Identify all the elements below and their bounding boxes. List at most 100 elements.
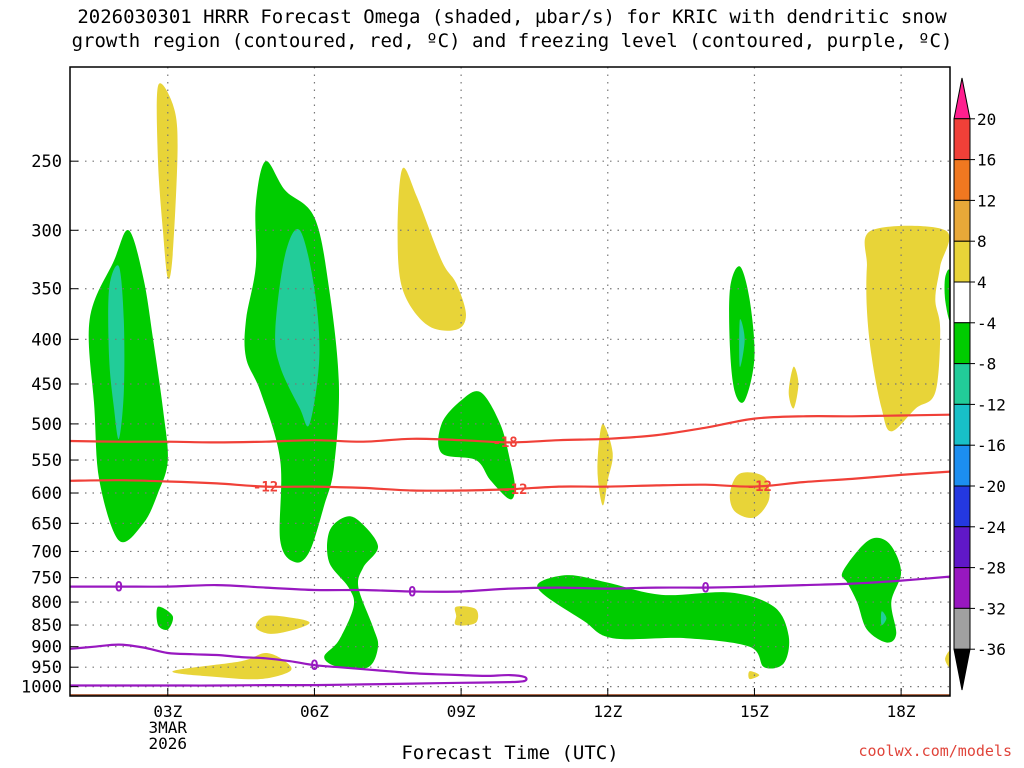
colorbar-label-9: -20 — [977, 477, 1006, 496]
y-tick-label-250: 250 — [31, 152, 62, 172]
colorbar-bin-8 — [953, 363, 971, 405]
colorbar-bin-9 — [953, 403, 971, 446]
omega-region-24 — [880, 611, 887, 626]
contour-label-2-2: -12 — [502, 482, 527, 498]
x-tick-label-15Z: 15Z — [740, 702, 769, 721]
ground-surface-strip — [70, 694, 950, 696]
omega-region-20 — [944, 269, 950, 321]
colorbar-label-6: -8 — [977, 355, 996, 374]
contour-label-3-1: 0 — [115, 580, 123, 596]
contour-label-1-1: -18 — [492, 435, 517, 451]
colorbar-bin-10 — [953, 444, 971, 487]
omega-region-11 — [945, 650, 950, 668]
omega-region-7 — [255, 615, 310, 634]
contour-line-1 — [70, 413, 950, 444]
y-tick-label-650: 650 — [31, 514, 62, 534]
colorbar-label-7: -12 — [977, 395, 1006, 414]
y-tick-label-500: 500 — [31, 415, 62, 435]
colorbar-label-10: -24 — [977, 518, 1006, 537]
colorbar-bin-15 — [953, 648, 971, 691]
y-tick-label-850: 850 — [31, 616, 62, 636]
omega-region-1 — [156, 83, 178, 280]
y-tick-label-550: 550 — [31, 451, 62, 471]
colorbar-bin-4 — [953, 199, 971, 242]
x-axis-label: Forecast Time (UTC) — [401, 742, 619, 764]
omega-region-14 — [324, 516, 379, 670]
colorbar-label-8: -16 — [977, 436, 1006, 455]
contour-label-4-1: 0 — [310, 658, 318, 674]
contour-line-layer — [70, 413, 950, 687]
contour-label-2-3: -12 — [747, 479, 772, 495]
omega-region-3 — [864, 225, 950, 432]
omega-region-10 — [748, 671, 760, 680]
y-tick-label-450: 450 — [31, 375, 62, 395]
contour-line-2 — [70, 470, 950, 492]
x-tick-sublabel-1: 2026 — [149, 734, 188, 753]
omega-region-19 — [156, 606, 174, 630]
x-tick-label-12Z: 12Z — [593, 702, 622, 721]
omega-region-9 — [172, 653, 292, 680]
gridline-layer — [70, 67, 950, 696]
y-tick-label-400: 400 — [31, 330, 62, 350]
source-credit: coolwx.com/models — [858, 742, 1012, 760]
colorbar-label-4: 4 — [977, 273, 987, 292]
contour-label-2-1: -12 — [253, 480, 278, 496]
colorbar-bin-3 — [953, 159, 971, 201]
plot-frame — [69, 66, 951, 697]
colorbar-label-11: -28 — [977, 559, 1006, 578]
colorbar-bin-13 — [953, 567, 971, 609]
colorbar-bin-14 — [953, 607, 971, 650]
omega-shading-layer — [70, 83, 950, 696]
omega-region-15 — [438, 391, 515, 500]
colorbar-label-13: -36 — [977, 640, 1006, 659]
x-tick-sublabel-0: 3MAR — [149, 718, 188, 737]
y-tick-label-350: 350 — [31, 280, 62, 300]
omega-region-5 — [788, 366, 799, 409]
omega-region-6 — [729, 472, 770, 519]
colorbar-bin-1 — [953, 77, 971, 120]
colorbar: 20 16 12 8 4 -4 -8 -12 -16 -20 -24 -28 -32 -36 — [953, 77, 1006, 691]
omega-region-18 — [841, 537, 902, 643]
contour-line-4 — [70, 643, 528, 687]
omega-region-8 — [454, 606, 479, 626]
colorbar-bin-5 — [953, 240, 971, 283]
colorbar-bin-7 — [953, 322, 971, 365]
omega-region-4 — [597, 423, 613, 506]
y-tick-label-900: 900 — [31, 638, 62, 658]
omega-region-21 — [108, 265, 125, 440]
x-tick-label-03Z: 03Z — [153, 702, 182, 721]
x-tick-label-09Z: 09Z — [447, 702, 476, 721]
x-tick-label-18Z: 18Z — [887, 702, 916, 721]
y-tick-label-1000: 1000 — [21, 678, 62, 698]
contour-label-3-3: 0 — [701, 581, 709, 597]
contour-label-3-2: 0 — [408, 584, 416, 600]
axis-layer: 2503003504004505005506006507007508008509… — [21, 152, 916, 753]
y-tick-label-750: 750 — [31, 569, 62, 589]
y-tick-label-700: 700 — [31, 542, 62, 562]
colorbar-label-12: -32 — [977, 599, 1006, 618]
colorbar-bin-12 — [953, 526, 971, 569]
omega-region-16 — [537, 575, 790, 669]
y-tick-label-300: 300 — [31, 221, 62, 241]
omega-region-23 — [739, 319, 745, 368]
omega-region-12 — [88, 229, 168, 543]
chart-title-line-1: 2026030301 HRRR Forecast Omega (shaded, … — [77, 6, 947, 28]
colorbar-label-1: 16 — [977, 151, 996, 170]
colorbar-bin-2 — [953, 118, 971, 161]
y-tick-label-800: 800 — [31, 593, 62, 613]
colorbar-label-3: 8 — [977, 232, 987, 251]
x-tick-label-06Z: 06Z — [300, 702, 329, 721]
colorbar-bin-6 — [953, 281, 971, 324]
contour-line-3 — [70, 575, 950, 593]
colorbar-bin-11 — [953, 485, 971, 528]
omega-region-22 — [275, 228, 320, 427]
colorbar-label-2: 12 — [977, 191, 996, 210]
colorbar-label-0: 20 — [977, 110, 996, 129]
y-tick-label-950: 950 — [31, 658, 62, 678]
y-tick-label-600: 600 — [31, 484, 62, 504]
chart-title-line-2: growth region (contoured, red, ºC) and f… — [71, 30, 953, 52]
contour-label-layer: -18 -12 -12 -12 0 0 0 0 — [115, 435, 772, 674]
omega-region-2 — [397, 167, 466, 331]
colorbar-label-5: -4 — [977, 314, 996, 333]
